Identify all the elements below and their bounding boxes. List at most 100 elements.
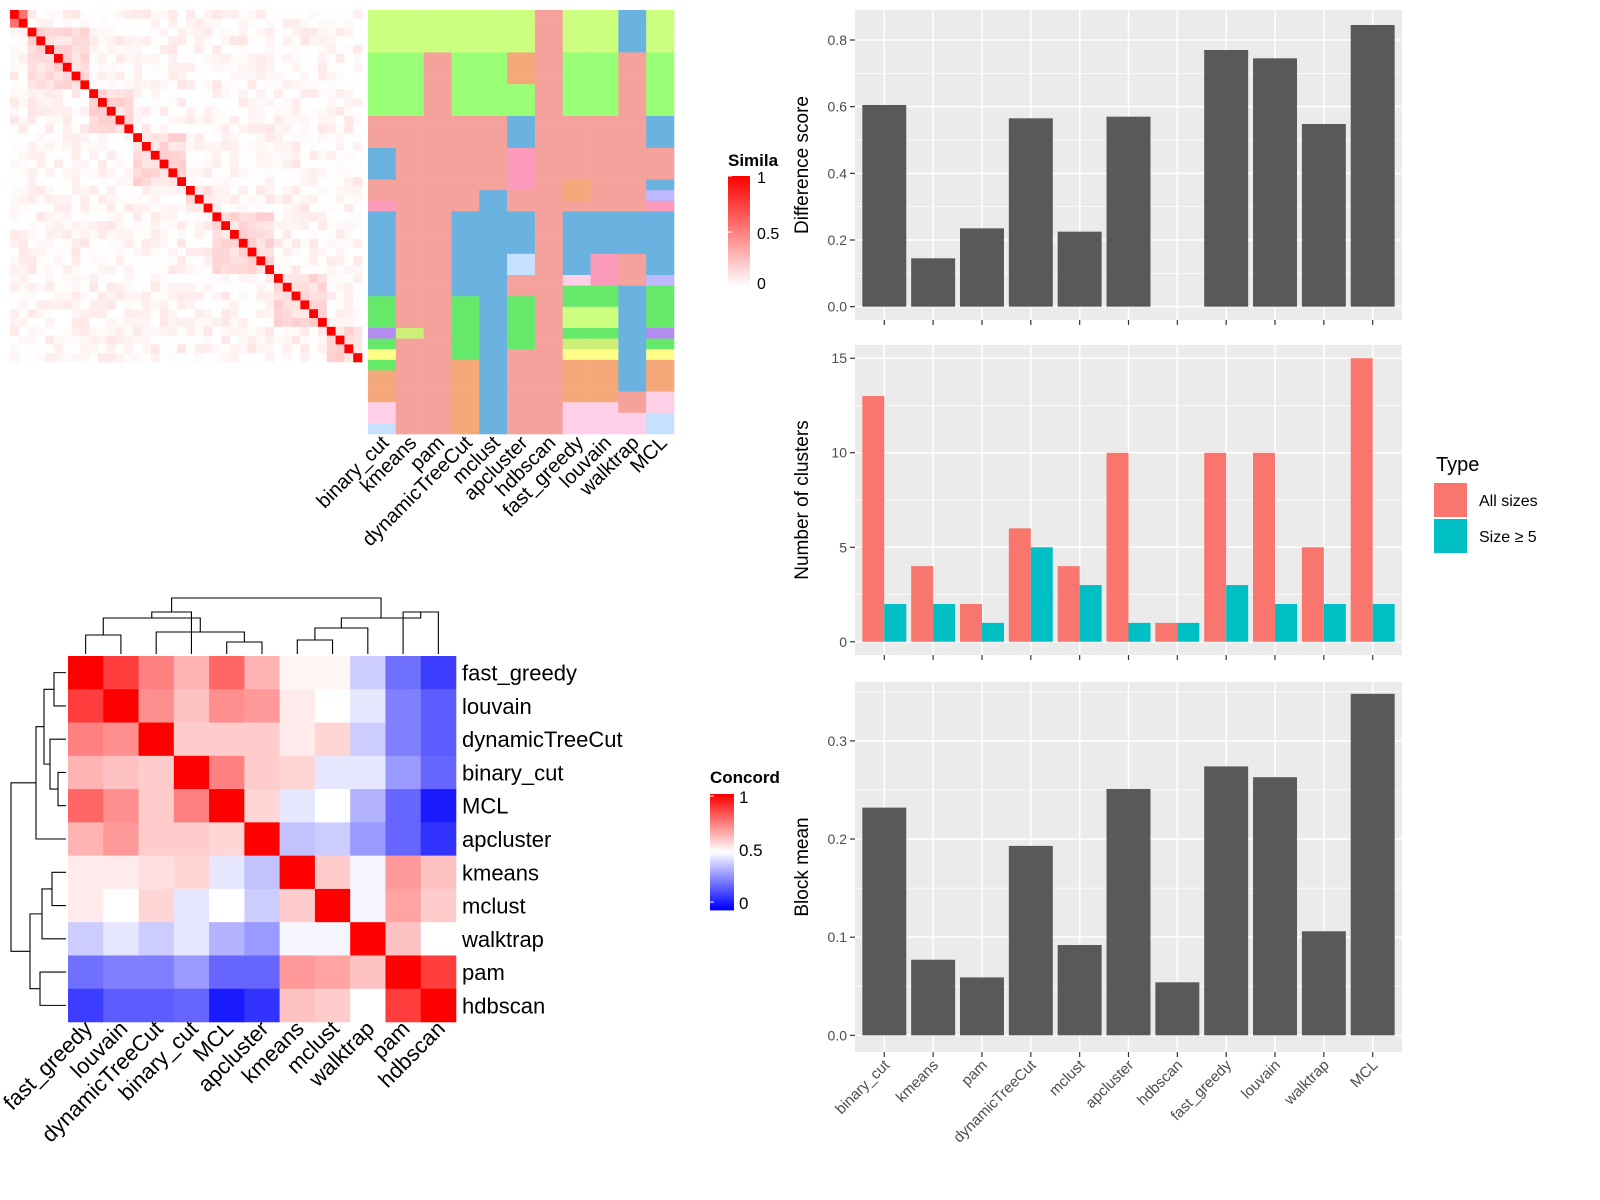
- membership-cell: [507, 402, 536, 414]
- membership-cell: [562, 31, 591, 43]
- similarity-cell: [18, 71, 28, 81]
- similarity-cell: [300, 54, 310, 64]
- membership-cell: [423, 31, 452, 43]
- similarity-cell: [150, 238, 160, 248]
- similarity-cell: [54, 115, 64, 125]
- similarity-cell: [106, 168, 116, 178]
- similarity-cell: [54, 27, 64, 37]
- concordance-cell: [138, 656, 175, 690]
- similarity-cell: [291, 344, 301, 354]
- similarity-cell: [256, 230, 266, 240]
- membership-cell: [590, 296, 619, 308]
- similarity-cell: [186, 89, 196, 99]
- similarity-cell: [353, 221, 363, 231]
- concordance-cell: [244, 755, 280, 790]
- concordance-cell: [279, 789, 316, 823]
- bar: [1323, 603, 1346, 642]
- membership-cell: [395, 359, 424, 371]
- similarity-cell: [309, 168, 319, 178]
- membership-cell: [534, 158, 564, 170]
- concordance-cell: [244, 689, 280, 723]
- membership-cell: [507, 190, 536, 202]
- similarity-cell: [80, 194, 90, 204]
- bar: [1155, 982, 1200, 1036]
- concordance-cell: [209, 656, 245, 690]
- similarity-cell: [265, 54, 275, 64]
- bar: [862, 396, 885, 642]
- similarity-legend-swatch: [728, 228, 750, 231]
- similarity-cell: [265, 89, 275, 99]
- similarity-cell: [10, 54, 20, 64]
- concordance-legend-swatch: [710, 882, 734, 885]
- similarity-cell: [300, 142, 310, 152]
- similarity-cell: [80, 36, 90, 46]
- similarity-cell: [10, 168, 20, 178]
- similarity-cell: [168, 318, 178, 328]
- similarity-cell: [353, 265, 363, 275]
- membership-cell: [451, 423, 480, 435]
- similarity-cell: [106, 335, 116, 345]
- similarity-cell: [291, 159, 301, 169]
- similarity-cell: [168, 309, 178, 319]
- membership-cell: [562, 63, 591, 74]
- similarity-cell: [230, 318, 240, 328]
- concordance-cell: [350, 955, 386, 990]
- membership-cell: [479, 402, 508, 414]
- concordance-cell: [138, 955, 175, 990]
- similarity-cell: [238, 221, 248, 231]
- similarity-cell: [150, 265, 160, 275]
- similarity-legend-swatch: [728, 262, 750, 265]
- concordance-cell: [138, 822, 175, 856]
- membership-cell: [395, 52, 424, 64]
- similarity-cell: [168, 27, 178, 37]
- similarity-cell: [194, 344, 204, 354]
- membership-cell: [507, 222, 536, 233]
- x-tick-label: louvain: [1238, 1057, 1284, 1103]
- membership-cell: [646, 222, 675, 233]
- similarity-cell: [106, 309, 116, 319]
- similarity-cell: [194, 18, 204, 28]
- similarity-cell: [203, 265, 213, 275]
- similarity-cell: [300, 353, 310, 363]
- similarity-cell: [27, 89, 37, 99]
- similarity-cell: [177, 89, 187, 99]
- similarity-cell: [150, 335, 160, 345]
- similarity-cell: [115, 300, 125, 310]
- membership-cell: [423, 243, 452, 255]
- similarity-cell: [335, 10, 345, 20]
- similarity-cell: [150, 133, 160, 143]
- similarity-cell: [326, 212, 336, 222]
- similarity-cell: [247, 10, 257, 20]
- similarity-cell: [45, 18, 55, 28]
- similarity-cell: [309, 89, 319, 99]
- membership-cell: [507, 328, 536, 339]
- similarity-cell: [300, 115, 310, 125]
- similarity-cell: [203, 168, 213, 178]
- membership-cell: [451, 10, 480, 21]
- similarity-cell: [353, 71, 363, 81]
- similarity-cell: [115, 10, 125, 20]
- similarity-cell: [230, 168, 240, 178]
- similarity-cell: [247, 45, 257, 55]
- concordance-legend-swatch: [710, 896, 734, 899]
- membership-cell: [507, 423, 536, 435]
- similarity-cell: [98, 309, 108, 319]
- similarity-cell: [89, 326, 99, 336]
- concordance-cell: [173, 988, 210, 1023]
- similarity-cell: [291, 326, 301, 336]
- similarity-cell: [203, 212, 213, 222]
- membership-cell: [479, 84, 508, 96]
- similarity-cell: [150, 300, 160, 310]
- similarity-cell: [133, 353, 143, 363]
- concordance-row-label: hdbscan: [462, 993, 545, 1018]
- membership-cell: [423, 296, 452, 308]
- similarity-cell: [62, 186, 72, 196]
- similarity-cell: [150, 89, 160, 99]
- membership-cell: [618, 222, 647, 233]
- similarity-cell: [124, 309, 134, 319]
- similarity-cell: [159, 238, 169, 248]
- similarity-cell: [150, 45, 160, 55]
- membership-cell: [618, 412, 647, 424]
- similarity-cell: [10, 212, 20, 222]
- similarity-cell: [203, 353, 213, 363]
